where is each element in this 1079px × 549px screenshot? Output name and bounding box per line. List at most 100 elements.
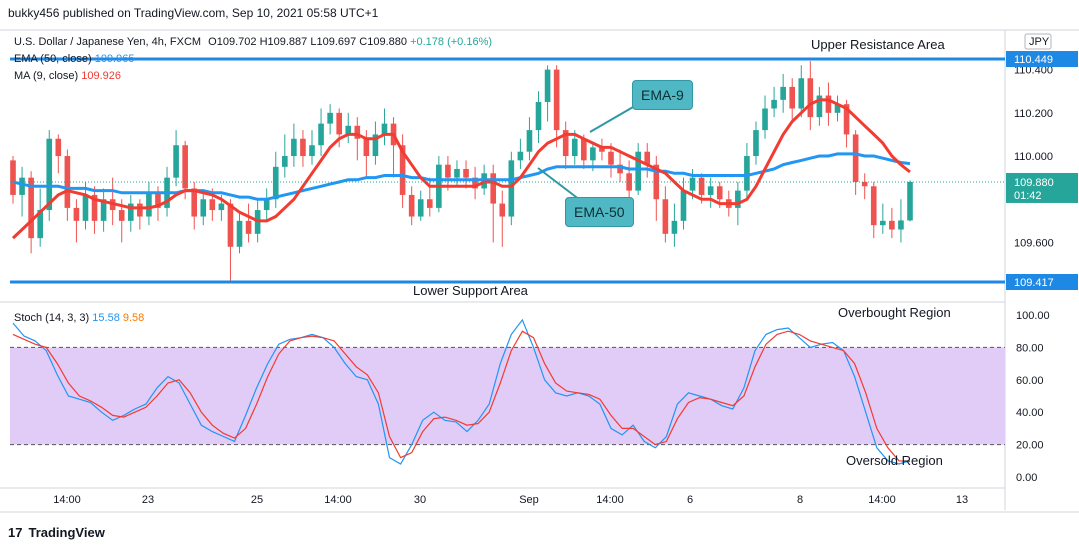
ma-value: 109.926	[81, 70, 122, 82]
candle-body	[146, 192, 152, 217]
stoch-tick: 40.00	[1016, 407, 1044, 419]
candle-body	[399, 145, 406, 195]
candle-body	[445, 164, 451, 178]
candle-body	[544, 69, 551, 103]
candle-body	[209, 199, 216, 211]
publisher-line: bukky456 published on TradingView.com, S…	[8, 6, 379, 20]
candle-body	[263, 199, 270, 211]
candle-body	[599, 147, 605, 152]
resistance-price-box	[1006, 51, 1078, 68]
candle-body	[272, 166, 279, 200]
candle-body	[118, 210, 125, 221]
candle-body	[472, 177, 478, 189]
candle-body	[861, 181, 868, 187]
stoch-label: Stoch (14, 3, 3)	[14, 312, 90, 324]
candle-body	[508, 160, 515, 217]
candle-body	[907, 181, 913, 221]
ohlc-close: C109.880	[359, 36, 408, 48]
stoch-d-line	[12, 330, 911, 463]
candle-body	[825, 95, 832, 113]
candle-body	[408, 194, 415, 217]
candle-body	[191, 188, 198, 217]
candle-body	[562, 130, 569, 157]
ma-legend[interactable]: MA (9, close) 109.926	[14, 70, 121, 82]
candle-body	[82, 194, 89, 221]
candle-body	[789, 86, 796, 109]
candle-body	[843, 104, 850, 135]
candle-body	[182, 145, 188, 189]
candle-body	[91, 194, 98, 221]
tradingview-brand: TradingView	[28, 525, 105, 540]
candle-body	[644, 151, 651, 165]
candle-body	[309, 145, 315, 157]
time-tick: 14:00	[596, 494, 624, 506]
candle-body	[46, 138, 53, 211]
price-tick: 109.600	[1014, 237, 1054, 249]
ema50-line	[12, 152, 911, 201]
symbol-name: U.S. Dollar / Japanese Yen, 4h, FXCM	[14, 36, 202, 48]
candle-body	[526, 130, 533, 152]
stoch-k-value: 15.58	[92, 312, 120, 324]
candle-body	[590, 147, 596, 161]
support-price-label: 109.417	[1014, 277, 1054, 289]
candle-body	[463, 169, 469, 178]
candle-body	[662, 199, 669, 234]
time-tick: 14:00	[868, 494, 896, 506]
candle-body	[490, 173, 497, 204]
tradingview-footer[interactable]: 17 TradingView	[8, 525, 105, 540]
candle-body	[653, 164, 660, 200]
ohlc-high: H109.887	[259, 36, 308, 48]
ohlc-low: L109.697	[310, 36, 357, 48]
candle-body	[771, 99, 777, 109]
time-tick: 14:00	[324, 494, 352, 506]
stoch-tick: 100.00	[1016, 310, 1050, 322]
candle-body	[626, 173, 632, 191]
candle-body	[834, 104, 841, 113]
candle-body	[635, 151, 641, 191]
currency-label: JPY	[1029, 36, 1050, 48]
ohlc-open: O109.702	[208, 36, 257, 48]
ma-label: MA (9, close)	[14, 70, 79, 82]
candle-body	[880, 220, 886, 226]
candle-body	[553, 69, 560, 131]
candle-body	[735, 190, 741, 208]
ema9-pointer	[589, 102, 641, 133]
price-tick: 110.000	[1014, 151, 1053, 163]
ema50-callout: EMA-50	[565, 197, 634, 227]
candle-body	[889, 220, 895, 230]
candle-body	[744, 156, 750, 191]
stoch-tick: 20.00	[1016, 440, 1044, 452]
candle-body	[354, 125, 361, 139]
support-price-box	[1006, 274, 1078, 291]
candle-body	[336, 112, 342, 135]
tradingview-logo-icon: 17	[8, 525, 23, 540]
candle-body	[245, 220, 252, 234]
candle-body	[499, 203, 506, 217]
candle-body	[852, 134, 859, 182]
ema-label: EMA (50, close)	[14, 53, 92, 65]
time-tick: 23	[142, 494, 154, 506]
candle-body	[372, 134, 379, 157]
stoch-legend[interactable]: Stoch (14, 3, 3) 15.58 9.58	[14, 312, 144, 324]
time-tick: 6	[687, 494, 693, 506]
candle-body	[689, 177, 696, 191]
candle-body	[37, 210, 43, 239]
ema-legend[interactable]: EMA (50, close) 109.965	[14, 53, 134, 65]
countdown-label: 01:42	[1014, 190, 1042, 202]
candle-body	[236, 220, 243, 247]
candle-body	[318, 123, 324, 146]
ema9-line	[11, 98, 911, 240]
candle-body	[517, 151, 524, 161]
candle-body	[28, 177, 34, 239]
ohlc-change: +0.178 (+0.16%)	[410, 36, 493, 48]
time-tick: 8	[797, 494, 803, 506]
upper-resistance-label: Upper Resistance Area	[811, 37, 945, 52]
price-tick: 110.200	[1014, 108, 1053, 120]
ema9-callout: EMA-9	[632, 80, 693, 110]
candle-body	[707, 186, 714, 195]
stoch-tick: 0.00	[1016, 472, 1037, 484]
stoch-d-value: 9.58	[122, 312, 145, 324]
time-tick: 14:00	[53, 494, 81, 506]
candle-body	[200, 199, 207, 217]
